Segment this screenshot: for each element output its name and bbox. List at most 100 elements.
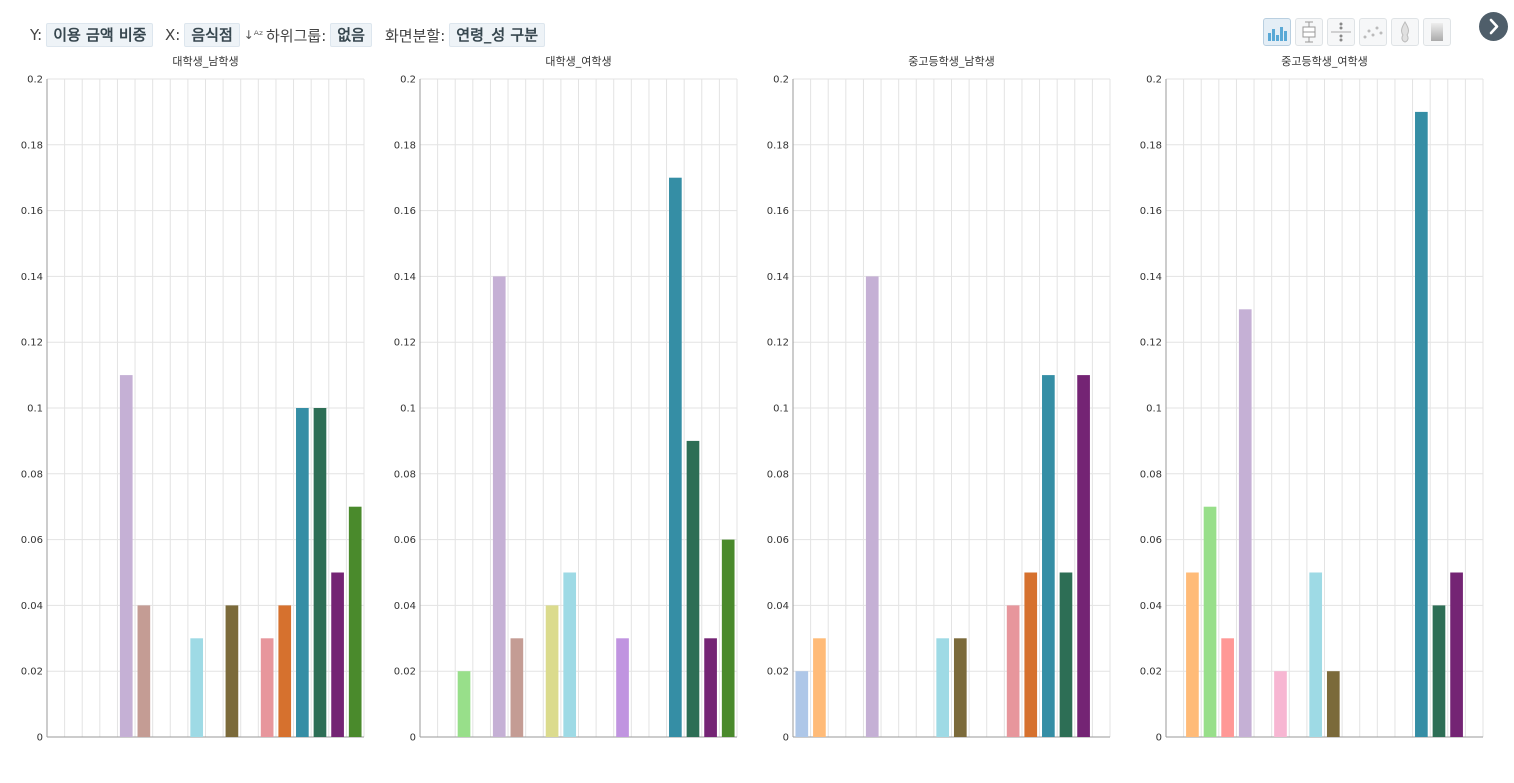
y-tick-label: 0.18: [1140, 140, 1162, 151]
y-tick-label: 0.06: [767, 535, 789, 546]
bar: [278, 605, 292, 737]
y-tick-label: 0.04: [21, 601, 43, 612]
y-tick-label: 0.18: [767, 140, 789, 151]
bar: [1077, 375, 1090, 737]
split-selector[interactable]: 화면분할: 연령_성 구분: [385, 23, 545, 47]
bar: [190, 638, 204, 737]
y-tick-label: 0.04: [394, 601, 416, 612]
y-tick-label: 0: [410, 733, 416, 744]
bar: [1042, 375, 1055, 737]
bar: [1309, 572, 1323, 737]
bar: [1450, 572, 1463, 737]
bar: [563, 572, 577, 737]
chart-panel: 0 0.02 0.04 0.06 0.08 0.1 0.12 0.14 0.16 0.18 0.2 대…: [21, 55, 365, 744]
y-selector[interactable]: Y: 이용 금액 비중: [30, 23, 154, 47]
y-tick-label: 0.2: [400, 75, 416, 86]
y-tick-label: 0.2: [773, 75, 789, 86]
bar: [1415, 111, 1428, 737]
y-tick-label: 0.14: [1140, 272, 1162, 283]
bar: [331, 572, 344, 737]
bar: [1221, 638, 1234, 737]
chart-panel: 0 0.02 0.04 0.06 0.08 0.1 0.12 0.14 0.16 0.18 0.2 중…: [1140, 55, 1484, 744]
y-tick-label: 0.02: [21, 667, 43, 678]
subgroup-value-chip[interactable]: 없음: [330, 23, 372, 47]
chart-title: 대학생_여학생: [545, 55, 611, 68]
y-tick-label: 0.08: [21, 469, 43, 480]
y-tick-label: 0.18: [394, 140, 416, 151]
y-label: Y:: [30, 26, 43, 44]
box-plot-icon[interactable]: [1295, 18, 1323, 46]
bar: [1274, 671, 1287, 737]
bar: [225, 605, 239, 737]
y-tick-label: 0.02: [767, 667, 789, 678]
y-tick-label: 0.02: [1140, 667, 1162, 678]
y-tick-label: 0.06: [394, 535, 416, 546]
bar-chart-icon[interactable]: [1263, 18, 1291, 46]
y-tick-label: 0: [37, 733, 43, 744]
bar: [721, 539, 735, 737]
bar: [1006, 605, 1020, 737]
y-value-chip[interactable]: 이용 금액 비중: [46, 23, 154, 47]
bar: [686, 440, 700, 737]
y-tick-label: 0.14: [767, 272, 789, 283]
split-value-chip[interactable]: 연령_성 구분: [449, 23, 545, 47]
subgroup-label: 하위그룹:: [266, 26, 327, 45]
bar: [1059, 572, 1073, 737]
bar: [1203, 506, 1217, 737]
bar: [119, 375, 133, 737]
chart-title: 중고등학생_남학생: [908, 55, 994, 68]
bar: [865, 276, 879, 737]
y-tick-label: 0.12: [394, 338, 416, 349]
bar: [296, 408, 309, 737]
chart-panel: 0 0.02 0.04 0.06 0.08 0.1 0.12 0.14 0.16 0.18 0.2 중…: [767, 55, 1111, 744]
dot-strip-icon[interactable]: [1327, 18, 1355, 46]
bar: [313, 408, 327, 737]
bar: [457, 671, 471, 737]
bar: [1238, 309, 1252, 737]
y-tick-label: 0: [1156, 733, 1162, 744]
bar: [616, 638, 629, 737]
split-label: 화면분할:: [385, 26, 446, 45]
bar: [1024, 572, 1038, 737]
y-tick-label: 0: [783, 733, 789, 744]
bar: [348, 506, 362, 737]
chevron-right-icon[interactable]: [1479, 12, 1508, 41]
toolbar: Y: 이용 금액 비중 X: 음식점 ↓ᴬᶻ 하위그룹: 없음 화면분할: 연령…: [0, 0, 1514, 52]
density-icon[interactable]: [1423, 18, 1451, 46]
bar: [953, 638, 967, 737]
y-tick-label: 0.06: [1140, 535, 1162, 546]
y-tick-label: 0.1: [27, 404, 43, 415]
bar: [936, 638, 950, 737]
bar: [704, 638, 717, 737]
y-tick-label: 0.18: [21, 140, 43, 151]
x-value-chip[interactable]: 음식점: [184, 23, 240, 47]
subgroup-selector[interactable]: 하위그룹: 없음: [266, 23, 372, 47]
bar: [137, 605, 151, 737]
y-tick-label: 0.08: [1140, 469, 1162, 480]
y-tick-label: 0.1: [400, 404, 416, 415]
bar: [545, 605, 559, 737]
bar: [1186, 572, 1199, 737]
y-tick-label: 0.12: [21, 338, 43, 349]
scatter-icon[interactable]: [1359, 18, 1387, 46]
x-selector[interactable]: X: 음식점 ↓ᴬᶻ: [165, 23, 263, 47]
bar: [1326, 671, 1340, 737]
y-tick-label: 0.2: [1146, 75, 1162, 86]
sort-az-icon[interactable]: ↓ᴬᶻ: [243, 28, 264, 42]
bar: [1432, 605, 1446, 737]
y-tick-label: 0.04: [767, 601, 789, 612]
y-tick-label: 0.16: [21, 206, 43, 217]
y-tick-label: 0.16: [394, 206, 416, 217]
y-tick-label: 0.08: [394, 469, 416, 480]
y-tick-label: 0.1: [1146, 404, 1162, 415]
y-tick-label: 0.08: [767, 469, 789, 480]
bar: [669, 177, 682, 737]
chart-panel: 0 0.02 0.04 0.06 0.08 0.1 0.12 0.14 0.16 0.18 0.2 대…: [394, 55, 738, 744]
x-label: X:: [165, 26, 181, 44]
y-tick-label: 0.16: [1140, 206, 1162, 217]
violin-icon[interactable]: [1391, 18, 1419, 46]
y-tick-label: 0.2: [27, 75, 43, 86]
bar: [813, 638, 826, 737]
y-tick-label: 0.06: [21, 535, 43, 546]
